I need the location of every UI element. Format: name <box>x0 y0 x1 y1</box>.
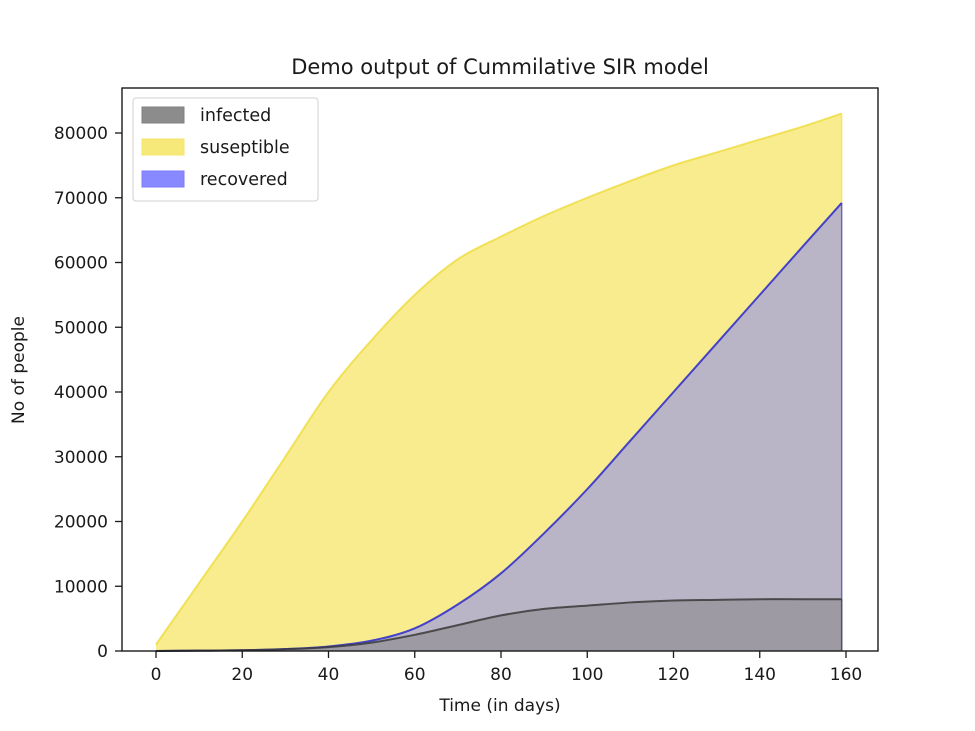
line-infected <box>155 598 842 652</box>
y-tick-label: 50000 <box>54 318 108 338</box>
y-tick-label: 80000 <box>54 124 108 144</box>
area-infected <box>156 599 842 651</box>
legend-swatch-infected <box>141 106 185 124</box>
y-tick-label: 0 <box>97 642 108 662</box>
x-tick-label: 60 <box>404 665 426 685</box>
area-recovered <box>156 202 842 651</box>
y-axis-label: No of people <box>9 316 29 424</box>
line-suseptible <box>155 112 843 646</box>
x-tick-label: 140 <box>744 665 776 685</box>
legend: infected suseptible recovered <box>132 97 319 202</box>
x-axis: 0 20 40 60 80 100 120 140 160 <box>151 651 862 685</box>
chart-title: Demo output of Cummilative SIR model <box>291 55 709 79</box>
x-tick-label: 160 <box>830 665 862 685</box>
y-tick-label: 70000 <box>54 189 108 209</box>
y-tick-label: 30000 <box>54 448 108 468</box>
x-tick-label: 40 <box>318 665 340 685</box>
y-tick-label: 20000 <box>54 513 108 533</box>
legend-label-infected: infected <box>200 106 271 126</box>
legend-label-suseptible: suseptible <box>200 138 290 158</box>
plot-area <box>155 112 843 652</box>
y-tick-label: 60000 <box>54 254 108 274</box>
x-tick-label: 0 <box>151 665 162 685</box>
y-tick-label: 40000 <box>54 383 108 403</box>
x-axis-label: Time (in days) <box>438 696 560 716</box>
x-tick-label: 20 <box>231 665 253 685</box>
legend-swatch-recovered <box>141 170 185 188</box>
axes-frame <box>121 87 879 652</box>
x-tick-label: 80 <box>490 665 512 685</box>
legend-swatch-suseptible <box>141 138 185 156</box>
x-tick-label: 120 <box>657 665 689 685</box>
y-axis: 0 10000 20000 30000 40000 50000 60000 70000 8000… <box>54 124 122 662</box>
x-tick-label: 100 <box>571 665 603 685</box>
y-tick-label: 10000 <box>54 577 108 597</box>
legend-label-recovered: recovered <box>200 170 288 190</box>
